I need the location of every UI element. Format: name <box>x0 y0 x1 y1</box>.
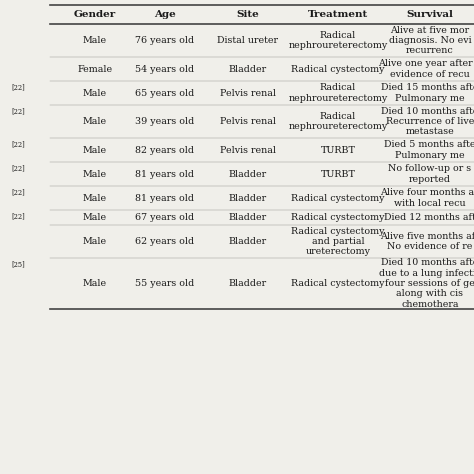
Text: 65 years old: 65 years old <box>136 89 195 98</box>
Text: Bladder: Bladder <box>229 237 267 246</box>
Text: Age: Age <box>154 10 176 19</box>
Text: Distal ureter: Distal ureter <box>218 36 279 45</box>
Text: Treatment: Treatment <box>308 10 368 19</box>
Text: TURBT: TURBT <box>320 170 356 179</box>
Text: Survival: Survival <box>407 10 454 19</box>
Text: Bladder: Bladder <box>229 279 267 288</box>
Text: Died 10 months afte
Recurrence of live
metastase: Died 10 months afte Recurrence of live m… <box>381 107 474 137</box>
Text: Male: Male <box>83 279 107 288</box>
Text: 54 years old: 54 years old <box>136 64 194 73</box>
Text: [22]: [22] <box>11 188 25 196</box>
Text: Alive one year after a
evidence of recu: Alive one year after a evidence of recu <box>378 59 474 79</box>
Text: Alive five months aft
No evidence of re: Alive five months aft No evidence of re <box>381 232 474 251</box>
Text: Male: Male <box>83 89 107 98</box>
Text: Male: Male <box>83 170 107 179</box>
Text: No follow-up or s
reported: No follow-up or s reported <box>388 164 472 184</box>
Text: [22]: [22] <box>11 212 25 220</box>
Text: Pelvis renal: Pelvis renal <box>220 89 276 98</box>
Text: Male: Male <box>83 193 107 202</box>
Text: Radical
nephroureterectomy: Radical nephroureterectomy <box>288 31 388 50</box>
Text: Pelvis renal: Pelvis renal <box>220 117 276 126</box>
Text: Pelvis renal: Pelvis renal <box>220 146 276 155</box>
Text: Died 12 months aft: Died 12 months aft <box>384 213 474 222</box>
Text: Bladder: Bladder <box>229 170 267 179</box>
Text: [22]: [22] <box>11 140 25 148</box>
Text: Male: Male <box>83 36 107 45</box>
Text: [22]: [22] <box>11 107 25 115</box>
Text: Radical cystectomy: Radical cystectomy <box>291 213 385 222</box>
Text: Died 15 months afte
Pulmonary me: Died 15 months afte Pulmonary me <box>381 83 474 103</box>
Text: 76 years old: 76 years old <box>136 36 194 45</box>
Text: Radical
nephroureterectomy: Radical nephroureterectomy <box>288 83 388 103</box>
Text: [25]: [25] <box>11 260 25 268</box>
Text: [22]: [22] <box>11 83 25 91</box>
Text: Radical cystectomy
and partial
ureterectomy: Radical cystectomy and partial ureterect… <box>291 227 385 256</box>
Text: Gender: Gender <box>74 10 116 19</box>
Text: Radical cystectomy: Radical cystectomy <box>291 193 385 202</box>
Text: Alive at five mor
diagnosis. No evi
recurrenc: Alive at five mor diagnosis. No evi recu… <box>389 26 471 55</box>
Text: Bladder: Bladder <box>229 193 267 202</box>
Text: 81 years old: 81 years old <box>136 193 194 202</box>
Text: Male: Male <box>83 237 107 246</box>
Text: Male: Male <box>83 146 107 155</box>
Text: Male: Male <box>83 213 107 222</box>
Text: Bladder: Bladder <box>229 64 267 73</box>
Text: Died 5 months afte
Pulmonary me: Died 5 months afte Pulmonary me <box>384 140 474 160</box>
Text: Died 10 months afte
due to a lung infectio
four sessions of ge
along with cis
ch: Died 10 months afte due to a lung infect… <box>379 258 474 309</box>
Text: TURBT: TURBT <box>320 146 356 155</box>
Text: Male: Male <box>83 117 107 126</box>
Text: Radical cystectomy: Radical cystectomy <box>291 279 385 288</box>
Text: Radical cystectomy: Radical cystectomy <box>291 64 385 73</box>
Text: Radical
nephroureterectomy: Radical nephroureterectomy <box>288 112 388 131</box>
Text: 81 years old: 81 years old <box>136 170 194 179</box>
Text: Female: Female <box>77 64 112 73</box>
Text: [22]: [22] <box>11 164 25 172</box>
Text: Bladder: Bladder <box>229 213 267 222</box>
Text: 55 years old: 55 years old <box>136 279 195 288</box>
Text: 39 years old: 39 years old <box>136 117 195 126</box>
Text: Alive four months afi
with local recu: Alive four months afi with local recu <box>380 188 474 208</box>
Text: 62 years old: 62 years old <box>136 237 194 246</box>
Text: Site: Site <box>237 10 259 19</box>
Text: 67 years old: 67 years old <box>136 213 194 222</box>
Text: 82 years old: 82 years old <box>136 146 194 155</box>
